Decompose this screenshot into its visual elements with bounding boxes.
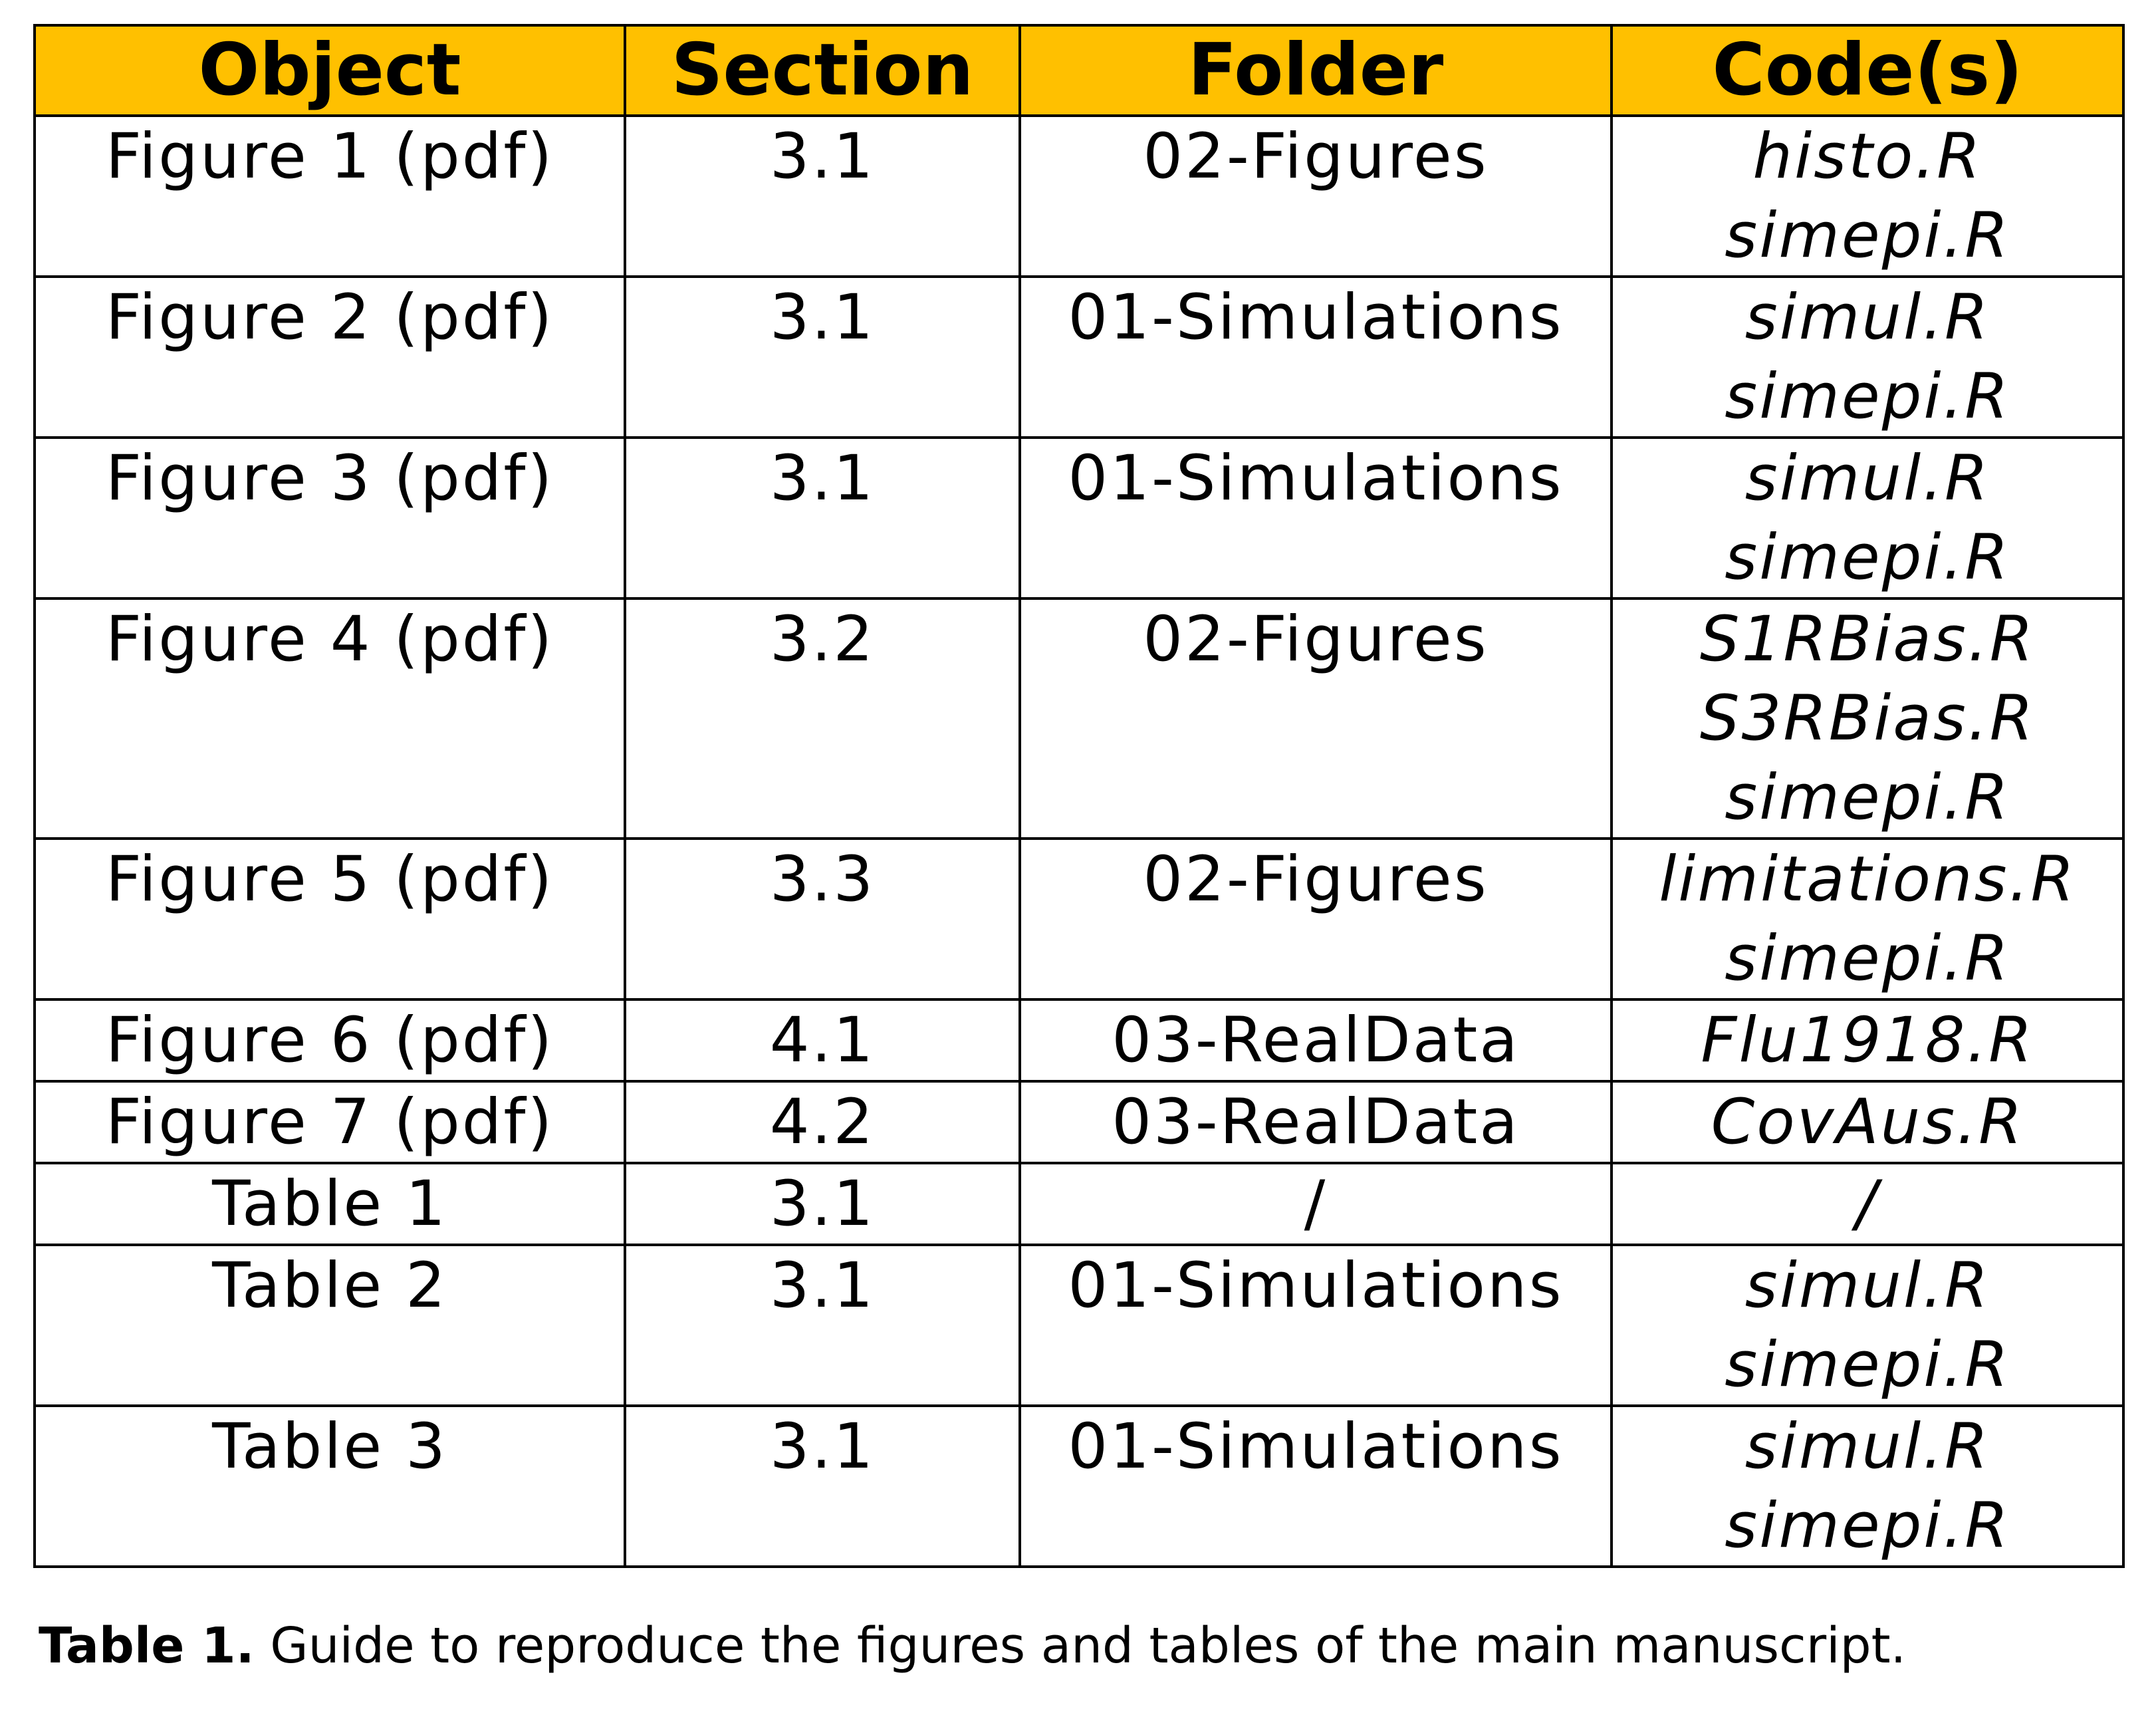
table-caption: Table 1. Guide to reproduce the figures … xyxy=(39,1613,1906,1679)
code-file-name: simul.R xyxy=(1744,281,1990,354)
code-file-name: simul.R xyxy=(1744,1410,1990,1483)
section-cell: 3.3 xyxy=(624,837,1021,1001)
code-file-name: CovAus.R xyxy=(1711,1086,2024,1158)
folder-cell: 01-Simulations xyxy=(1018,436,1613,600)
code-file-name: simepi.R xyxy=(1725,199,2010,272)
table-body: Figure 1 (pdf) 3.1 02-Figures histo.R simepi… xyxy=(33,114,2125,1568)
codes-cell: CovAus.R xyxy=(1610,1080,2125,1164)
code-file-name: simepi.R xyxy=(1725,1329,2010,1401)
table-header-row: Object Section Folder Code(s) xyxy=(33,24,2125,117)
object-cell: Figure 5 (pdf) xyxy=(33,837,626,1001)
folder-cell: 01-Simulations xyxy=(1018,275,1613,439)
code-file-name: simepi.R xyxy=(1725,521,2010,594)
caption-label: Table 1. xyxy=(39,1617,255,1674)
folder-cell: 02-Figures xyxy=(1018,837,1613,1001)
header-object: Object xyxy=(33,24,626,117)
object-cell: Table 1 xyxy=(33,1162,626,1246)
code-file-name: histo.R xyxy=(1752,120,1982,193)
codes-cell: limitations.R simepi.R xyxy=(1610,837,2125,1001)
table-row: Figure 6 (pdf) 4.1 03-RealData Flu1918.R xyxy=(33,998,2125,1083)
codes-cell: simul.R simepi.R xyxy=(1610,436,2125,600)
code-file-name: simul.R xyxy=(1744,442,1990,515)
code-file-name: simepi.R xyxy=(1725,922,2010,995)
code-file-name: / xyxy=(1856,1168,1879,1240)
section-cell: 3.2 xyxy=(624,597,1021,840)
folder-cell: 02-Figures xyxy=(1018,597,1613,840)
code-file-name: simepi.R xyxy=(1725,1490,2010,1562)
section-cell: 4.1 xyxy=(624,998,1021,1083)
table-row: Figure 3 (pdf) 3.1 01-Simulations simul.R si… xyxy=(33,436,2125,600)
header-section: Section xyxy=(624,24,1021,117)
caption-text: Guide to reproduce the figures and table… xyxy=(254,1617,1907,1674)
folder-cell: 02-Figures xyxy=(1018,114,1613,278)
codes-cell: simul.R simepi.R xyxy=(1610,1244,2125,1407)
table-row: Figure 4 (pdf) 3.2 02-Figures S1RBias.R S3RB… xyxy=(33,597,2125,840)
folder-cell: / xyxy=(1018,1162,1613,1246)
codes-cell: Flu1918.R xyxy=(1610,998,2125,1083)
object-cell: Table 3 xyxy=(33,1404,626,1568)
code-file-name: simul.R xyxy=(1744,1250,1990,1322)
header-codes: Code(s) xyxy=(1610,24,2125,117)
table-row: Figure 2 (pdf) 3.1 01-Simulations simul.R si… xyxy=(33,275,2125,439)
object-cell: Figure 6 (pdf) xyxy=(33,998,626,1083)
object-cell: Figure 7 (pdf) xyxy=(33,1080,626,1164)
codes-cell: histo.R simepi.R xyxy=(1610,114,2125,278)
reproduction-guide-table: Object Section Folder Code(s) Figure 1 (… xyxy=(33,24,2125,1568)
table-row: Figure 1 (pdf) 3.1 02-Figures histo.R simepi… xyxy=(33,114,2125,278)
codes-cell: simul.R simepi.R xyxy=(1610,1404,2125,1568)
object-cell: Table 2 xyxy=(33,1244,626,1407)
folder-cell: 01-Simulations xyxy=(1018,1404,1613,1568)
folder-cell: 03-RealData xyxy=(1018,1080,1613,1164)
object-cell: Figure 2 (pdf) xyxy=(33,275,626,439)
table-row: Table 2 3.1 01-Simulations simul.R simepi.R xyxy=(33,1244,2125,1407)
code-file-name: limitations.R xyxy=(1659,843,2076,916)
section-cell: 3.1 xyxy=(624,1162,1021,1246)
code-file-name: S3RBias.R xyxy=(1699,682,2036,755)
table-row: Figure 7 (pdf) 4.2 03-RealData CovAus.R xyxy=(33,1080,2125,1164)
section-cell: 3.1 xyxy=(624,114,1021,278)
code-file-name: S1RBias.R xyxy=(1699,603,2036,676)
code-file-name: simepi.R xyxy=(1725,360,2010,433)
section-cell: 3.1 xyxy=(624,1404,1021,1568)
codes-cell: / xyxy=(1610,1162,2125,1246)
table-row: Figure 5 (pdf) 3.3 02-Figures limitations.R… xyxy=(33,837,2125,1001)
section-cell: 3.1 xyxy=(624,1244,1021,1407)
codes-cell: simul.R simepi.R xyxy=(1610,275,2125,439)
header-folder: Folder xyxy=(1018,24,1613,117)
object-cell: Figure 4 (pdf) xyxy=(33,597,626,840)
table-row: Table 1 3.1// xyxy=(33,1162,2125,1246)
section-cell: 4.2 xyxy=(624,1080,1021,1164)
code-file-name: simepi.R xyxy=(1725,761,2010,834)
section-cell: 3.1 xyxy=(624,436,1021,600)
codes-cell: S1RBias.R S3RBias.R simepi.R xyxy=(1610,597,2125,840)
section-cell: 3.1 xyxy=(624,275,1021,439)
code-file-name: Flu1918.R xyxy=(1701,1004,2034,1077)
object-cell: Figure 3 (pdf) xyxy=(33,436,626,600)
folder-cell: 03-RealData xyxy=(1018,998,1613,1083)
object-cell: Figure 1 (pdf) xyxy=(33,114,626,278)
table-row: Table 3 3.1 01-Simulations simul.R simepi.R xyxy=(33,1404,2125,1568)
folder-cell: 01-Simulations xyxy=(1018,1244,1613,1407)
